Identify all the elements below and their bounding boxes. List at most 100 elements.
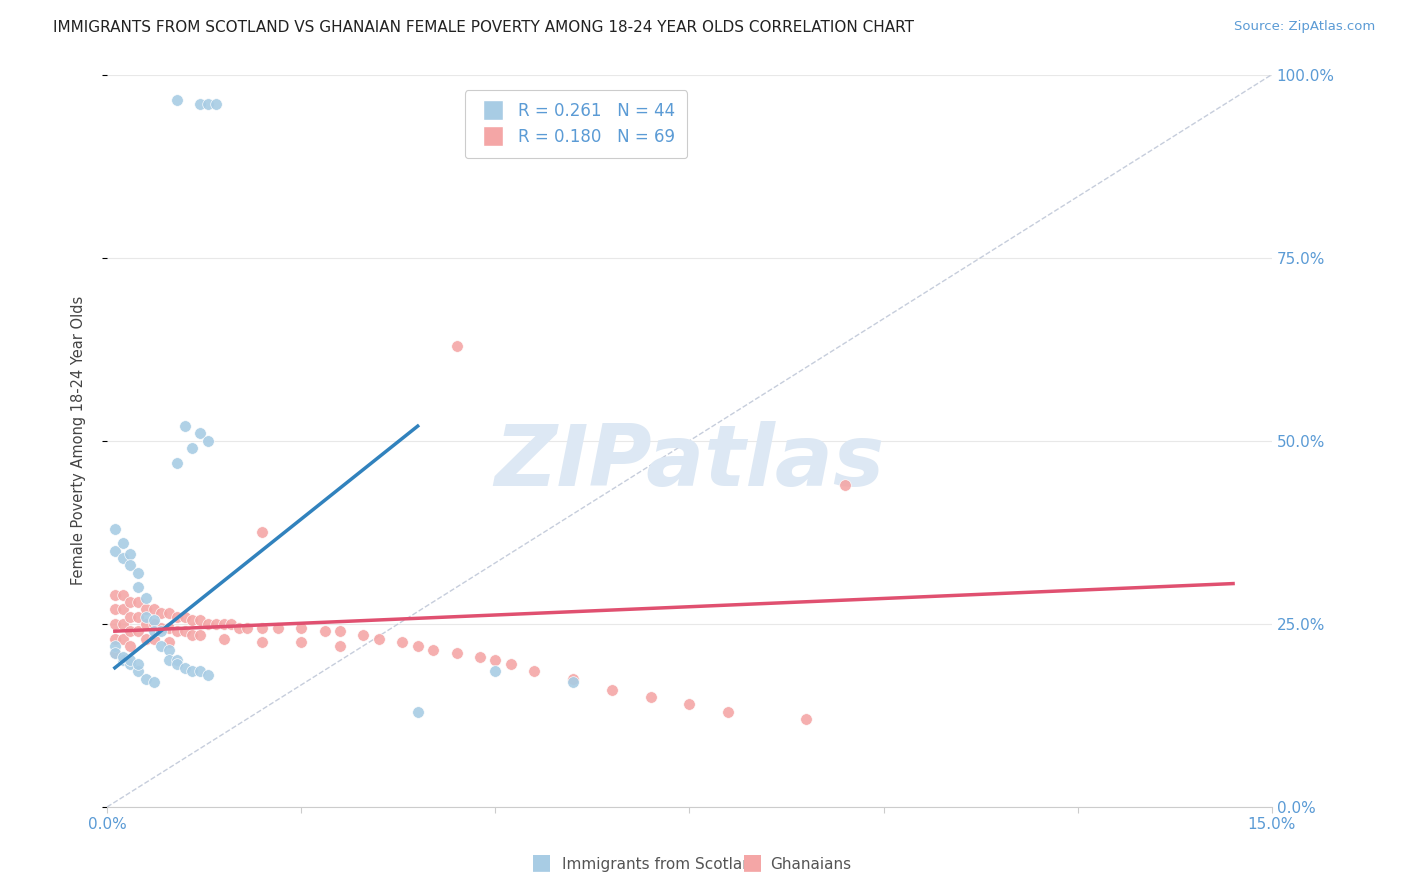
Point xyxy=(142,613,165,627)
Point xyxy=(111,536,134,550)
Point xyxy=(834,477,856,491)
Point xyxy=(127,657,149,672)
Point xyxy=(127,580,149,594)
Point xyxy=(120,653,142,667)
Point xyxy=(111,602,134,616)
Point xyxy=(446,646,468,660)
Point xyxy=(150,639,173,653)
Point xyxy=(212,616,235,631)
Point xyxy=(104,639,127,653)
Point xyxy=(157,635,180,649)
Point xyxy=(406,639,429,653)
Point xyxy=(120,657,142,672)
Point xyxy=(181,441,204,455)
Point xyxy=(678,698,700,712)
Point xyxy=(212,632,235,646)
Point xyxy=(111,550,134,565)
Text: Immigrants from Scotland: Immigrants from Scotland xyxy=(562,857,762,872)
Point xyxy=(111,649,134,664)
Point xyxy=(181,628,204,642)
Point xyxy=(188,628,211,642)
Point xyxy=(236,621,259,635)
Point xyxy=(127,609,149,624)
Point xyxy=(157,653,180,667)
Point xyxy=(135,616,157,631)
Point xyxy=(120,609,142,624)
Point xyxy=(127,665,149,679)
Point xyxy=(166,93,188,107)
Point xyxy=(166,609,188,624)
Point xyxy=(135,591,157,606)
Point xyxy=(135,609,157,624)
Point xyxy=(120,595,142,609)
Point xyxy=(150,621,173,635)
Point xyxy=(111,588,134,602)
Point xyxy=(484,653,506,667)
Point xyxy=(120,624,142,639)
Point xyxy=(135,672,157,686)
Point xyxy=(446,338,468,352)
Point xyxy=(166,657,188,672)
Point xyxy=(204,616,226,631)
Point xyxy=(197,616,219,631)
Point xyxy=(600,682,623,697)
Point xyxy=(314,624,336,639)
Point xyxy=(111,632,134,646)
Point xyxy=(290,621,312,635)
Point xyxy=(120,639,142,653)
Point xyxy=(794,712,817,726)
Point xyxy=(252,621,274,635)
Point xyxy=(173,609,195,624)
Point xyxy=(197,434,219,448)
Point xyxy=(127,624,149,639)
Point xyxy=(142,602,165,616)
Y-axis label: Female Poverty Among 18-24 Year Olds: Female Poverty Among 18-24 Year Olds xyxy=(72,296,86,585)
Point xyxy=(142,616,165,631)
Point xyxy=(104,588,127,602)
Point xyxy=(197,96,219,111)
Point xyxy=(422,642,444,657)
Point xyxy=(150,624,173,639)
Point xyxy=(166,456,188,470)
Legend: R = 0.261   N = 44, R = 0.180   N = 69: R = 0.261 N = 44, R = 0.180 N = 69 xyxy=(465,90,688,158)
Text: ■: ■ xyxy=(742,853,762,872)
Point xyxy=(142,675,165,690)
Point xyxy=(157,621,180,635)
Point xyxy=(173,624,195,639)
Point xyxy=(142,632,165,646)
Point xyxy=(120,558,142,573)
Point xyxy=(267,621,290,635)
Point xyxy=(290,635,312,649)
Point xyxy=(142,624,165,639)
Point xyxy=(111,616,134,631)
Point xyxy=(120,547,142,561)
Point xyxy=(329,639,352,653)
Point xyxy=(252,635,274,649)
Point xyxy=(150,606,173,620)
Point xyxy=(484,665,506,679)
Point xyxy=(104,543,127,558)
Point xyxy=(562,672,585,686)
Point xyxy=(157,606,180,620)
Text: ZIPatlas: ZIPatlas xyxy=(495,421,884,504)
Point xyxy=(252,525,274,540)
Point xyxy=(166,653,188,667)
Point xyxy=(104,646,127,660)
Point xyxy=(221,616,243,631)
Text: IMMIGRANTS FROM SCOTLAND VS GHANAIAN FEMALE POVERTY AMONG 18-24 YEAR OLDS CORREL: IMMIGRANTS FROM SCOTLAND VS GHANAIAN FEM… xyxy=(53,20,914,35)
Point xyxy=(406,705,429,719)
Text: Ghanaians: Ghanaians xyxy=(770,857,852,872)
Point xyxy=(188,96,211,111)
Point xyxy=(104,616,127,631)
Point xyxy=(181,665,204,679)
Point xyxy=(523,665,546,679)
Text: Source: ZipAtlas.com: Source: ZipAtlas.com xyxy=(1234,20,1375,33)
Point xyxy=(181,613,204,627)
Point xyxy=(188,665,211,679)
Point xyxy=(499,657,522,672)
Point xyxy=(173,419,195,434)
Point xyxy=(135,602,157,616)
Point xyxy=(104,522,127,536)
Point xyxy=(197,668,219,682)
Point xyxy=(188,426,211,441)
